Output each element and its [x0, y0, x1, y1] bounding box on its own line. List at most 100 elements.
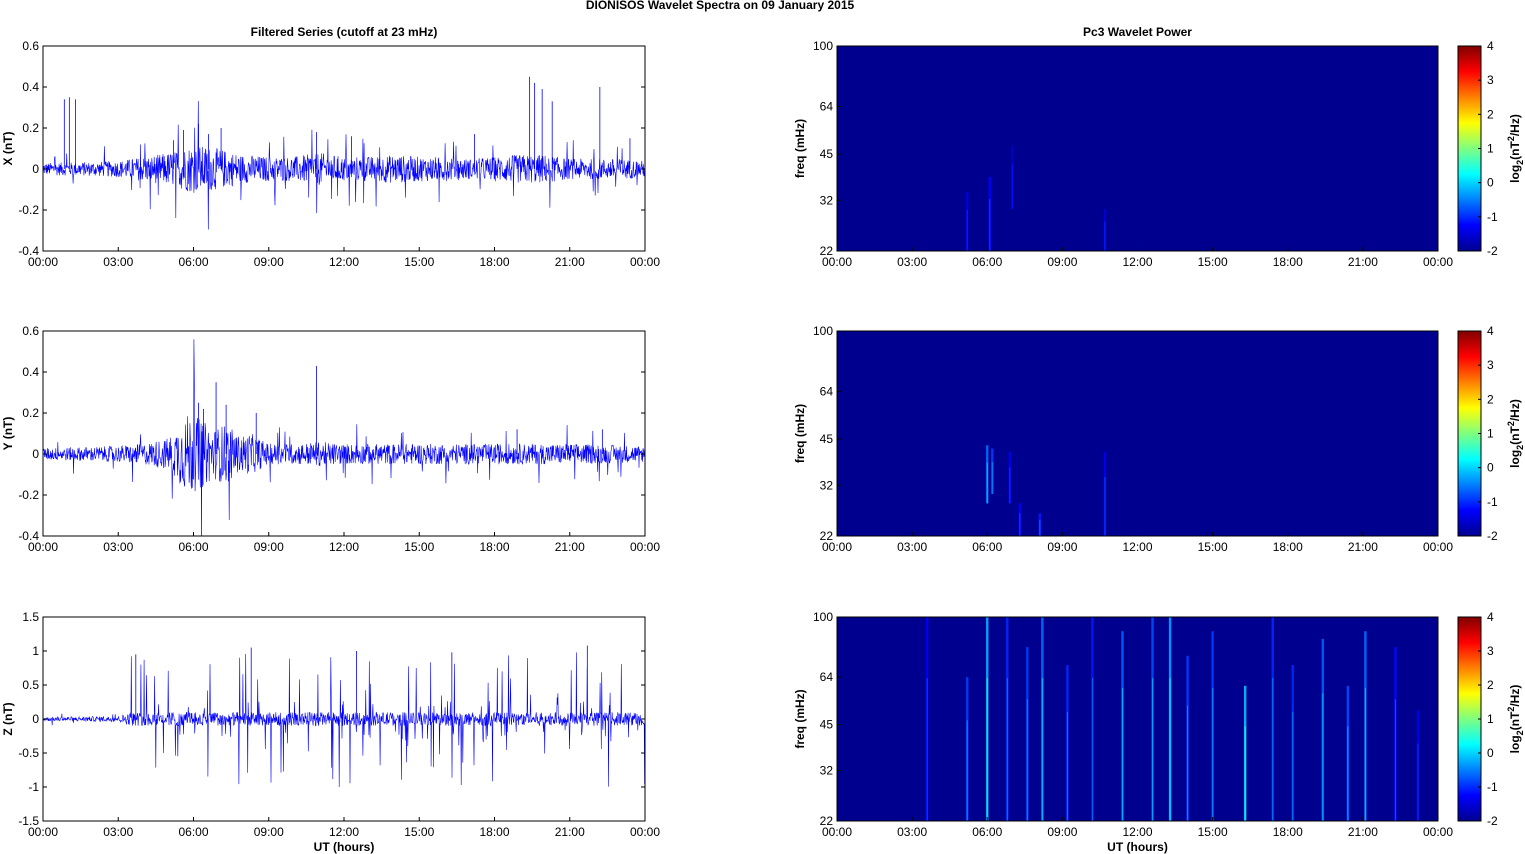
x-tick-label: 06:00: [972, 540, 1002, 554]
x-tick-label: 00:00: [630, 540, 660, 554]
x-tick-label: 09:00: [1047, 825, 1077, 839]
colorbar-tick-label: 2: [1487, 392, 1494, 406]
x-tick-label: 18:00: [1273, 540, 1303, 554]
y-tick-label: -0.4: [18, 244, 39, 258]
colorbar: [1457, 616, 1482, 822]
colorbar-tick-label: -1: [1487, 210, 1498, 224]
x-tick-label: 00:00: [630, 255, 660, 269]
x-tick-label: 06:00: [178, 540, 208, 554]
spectrogram-features: [925, 617, 1420, 821]
power-streak-core: [1244, 726, 1246, 821]
panel-title: Pc3 Wavelet Power: [1083, 25, 1192, 39]
colorbar-tick-label: 1: [1487, 712, 1494, 726]
colorbar-tick-label: 3: [1487, 358, 1494, 372]
x-tick-label: 21:00: [1348, 825, 1378, 839]
y-tick-label: 0: [32, 447, 39, 461]
y-tick-label: 0.2: [22, 406, 39, 420]
x-tick-label: 15:00: [404, 825, 434, 839]
signal-trace: [43, 652, 645, 788]
x-tick-label: 03:00: [897, 255, 927, 269]
y-tick-label: 0: [32, 712, 39, 726]
x-tick-label: 12:00: [1122, 825, 1152, 839]
power-streak-core: [1026, 699, 1028, 821]
x-tick-label: 06:00: [972, 825, 1002, 839]
colorbar-tick-label: 4: [1487, 39, 1494, 53]
x-tick-label: 00:00: [28, 825, 58, 839]
x-tick-label: 15:00: [1198, 255, 1228, 269]
y-axis-label: freq (mHz): [793, 404, 807, 463]
x-tick-label: 03:00: [897, 825, 927, 839]
colorbar-tick-label: -1: [1487, 780, 1498, 794]
x-tick-label: 09:00: [1047, 255, 1077, 269]
x-tick-label: 06:00: [178, 825, 208, 839]
colorbar-tick-label: 4: [1487, 324, 1494, 338]
y-axis-label: freq (mHz): [793, 119, 807, 178]
y-tick-label: 0.5: [22, 678, 39, 692]
x-tick-label: 18:00: [479, 825, 509, 839]
y-axis-label: X (nT): [1, 132, 15, 166]
x-tick-label: 06:00: [972, 255, 1002, 269]
power-streak-core: [1104, 477, 1106, 536]
y-tick-label: 64: [820, 384, 834, 398]
x-tick-label: 00:00: [630, 825, 660, 839]
colorbar-tick-label: -2: [1487, 814, 1498, 828]
series-panel-2: 0.60.40.20-0.2-0.400:00 03:00 06:00 09:00 12…: [1, 324, 660, 554]
x-tick-label: 21:00: [555, 255, 585, 269]
x-tick-label: 18:00: [479, 540, 509, 554]
y-tick-label: 45: [820, 147, 834, 161]
colorbar-tick-label: 1: [1487, 142, 1494, 156]
y-tick-label: 64: [820, 670, 834, 684]
y-tick-label: 1: [32, 644, 39, 658]
colorbar-tick-label: -1: [1487, 495, 1498, 509]
x-tick-label: 12:00: [329, 540, 359, 554]
y-axis-label: Y (nT): [1, 417, 15, 451]
y-tick-label: -0.4: [18, 529, 39, 543]
colorbar-tick-label: 3: [1487, 644, 1494, 658]
x-tick-label: 12:00: [1122, 540, 1152, 554]
spectrogram-features: [966, 145, 1107, 251]
y-tick-label: 64: [820, 99, 834, 113]
power-streak-core: [1009, 467, 1011, 504]
y-tick-label: 100: [813, 610, 833, 624]
power-streak-core: [966, 209, 968, 251]
power-streak-core: [926, 678, 928, 821]
x-tick-label: 09:00: [254, 255, 284, 269]
x-axis-label: UT (hours): [314, 840, 375, 854]
y-tick-label: 22: [820, 529, 834, 543]
power-streak-core: [989, 199, 991, 251]
colorbar: [1457, 330, 1482, 537]
spectrogram-features: [986, 445, 1107, 536]
figure-title: DIONISOS Wavelet Spectra on 09 January 2…: [586, 0, 855, 12]
y-tick-label: 100: [813, 324, 833, 338]
x-tick-label: 09:00: [254, 540, 284, 554]
y-tick-label: 1.5: [22, 610, 39, 624]
plot-area: [43, 46, 645, 251]
x-tick-label: 18:00: [479, 255, 509, 269]
power-streak-core: [1104, 221, 1106, 251]
x-tick-label: 15:00: [1198, 540, 1228, 554]
colorbar-label: log2(nT2/Hz): [1506, 114, 1525, 183]
x-tick-label: 00:00: [28, 540, 58, 554]
x-tick-label: 00:00: [822, 825, 852, 839]
x-tick-label: 15:00: [1198, 825, 1228, 839]
series-panel-1: 0.60.40.20-0.2-0.400:00 03:00 06:00 09:00 12…: [1, 25, 660, 269]
signal-trace: [43, 339, 645, 536]
plot-area: [43, 331, 645, 536]
power-streak-core: [986, 462, 988, 504]
colorbar-tick-label: 1: [1487, 427, 1494, 441]
x-tick-label: 03:00: [897, 540, 927, 554]
power-streak-core: [1066, 711, 1068, 821]
signal-trace: [43, 101, 645, 230]
x-tick-label: 00:00: [1423, 255, 1453, 269]
y-tick-label: -0.2: [18, 203, 39, 217]
colorbar-tick-label: -2: [1487, 244, 1498, 258]
y-tick-label: 22: [820, 814, 834, 828]
y-tick-label: -0.5: [18, 746, 39, 760]
colorbar-tick-label: 2: [1487, 107, 1494, 121]
spectrogram-background: [837, 617, 1438, 821]
power-streak-core: [1364, 688, 1366, 821]
x-tick-label: 12:00: [329, 825, 359, 839]
x-tick-label: 06:00: [178, 255, 208, 269]
